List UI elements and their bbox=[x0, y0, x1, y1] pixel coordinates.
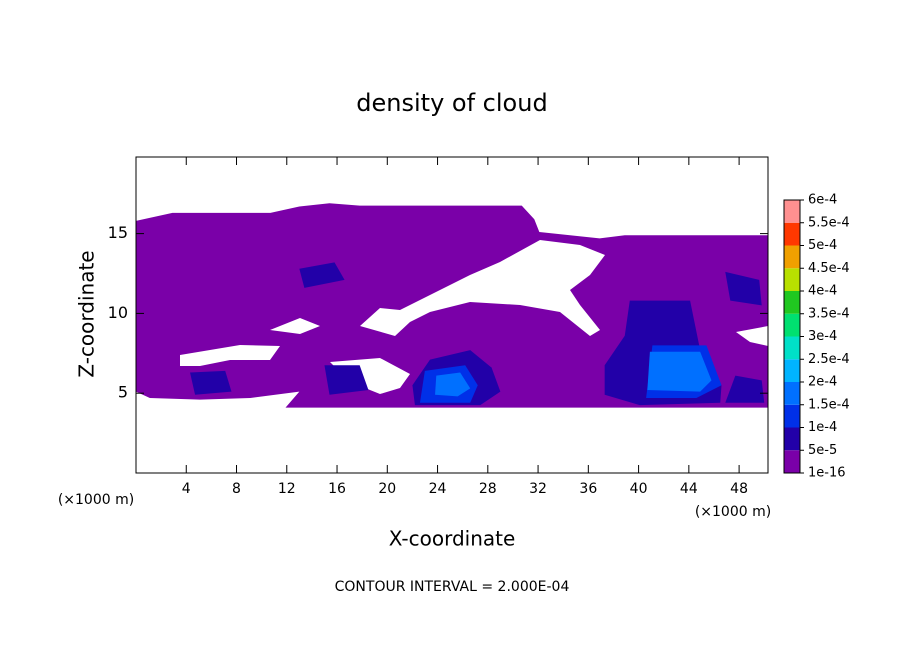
contour-region bbox=[725, 271, 762, 306]
colorbar-band bbox=[784, 268, 800, 291]
plot-frame bbox=[135, 156, 769, 474]
x-unit-label: (×1000 m) bbox=[695, 504, 771, 520]
x-tick-label: 28 bbox=[479, 481, 497, 497]
colorbar-band bbox=[784, 200, 800, 223]
x-tick-label: 16 bbox=[328, 481, 346, 497]
colorbar-band bbox=[784, 404, 800, 428]
colorbar-label: 6e-4 bbox=[808, 193, 837, 208]
x-tick-label: 20 bbox=[378, 481, 396, 497]
higher-levels-layer bbox=[190, 262, 765, 406]
y-axis-label: Z-coordinate bbox=[75, 250, 99, 377]
y-unit-label: (×1000 m) bbox=[58, 492, 134, 508]
colorbar-label: 1.5e-4 bbox=[808, 397, 850, 412]
colorbar-band bbox=[784, 245, 800, 269]
clear-area bbox=[180, 345, 280, 366]
x-tick-label: 8 bbox=[232, 481, 241, 497]
clear-area bbox=[270, 318, 320, 334]
x-tick-label: 24 bbox=[429, 481, 447, 497]
colorbar-band bbox=[784, 382, 800, 405]
x-tick-label: 12 bbox=[278, 481, 296, 497]
clear-area bbox=[736, 326, 768, 346]
contour-region bbox=[324, 365, 369, 395]
annotation: CONTOUR INTERVAL = 2.000E-04 bbox=[335, 579, 570, 595]
colorbar-label: 3.5e-4 bbox=[808, 306, 850, 321]
colorbar-label: 1e-16 bbox=[808, 466, 846, 481]
colorbar-label: 5e-5 bbox=[808, 443, 837, 458]
colorbar-band bbox=[784, 359, 800, 382]
clear-area bbox=[360, 240, 605, 336]
x-tick-label: 40 bbox=[630, 481, 648, 497]
y-tick-label: 15 bbox=[108, 223, 128, 242]
x-tick-label: 36 bbox=[579, 481, 597, 497]
colorbar-label: 1e-4 bbox=[808, 420, 837, 435]
x-tick-label: 48 bbox=[730, 481, 748, 497]
colorbar-band bbox=[784, 222, 800, 246]
colorbar-band bbox=[784, 450, 800, 473]
contour-region bbox=[725, 375, 765, 403]
y-tick-label: 5 bbox=[118, 383, 128, 402]
colorbar-label: 4e-4 bbox=[808, 284, 837, 299]
colorbar-band bbox=[784, 427, 800, 451]
colorbar-frame bbox=[783, 199, 801, 474]
colorbar-label: 5e-4 bbox=[808, 238, 837, 253]
colorbar-label: 3e-4 bbox=[808, 329, 837, 344]
x-tick-label: 44 bbox=[680, 481, 698, 497]
colorbar-band bbox=[784, 336, 800, 360]
colorbar-band bbox=[784, 291, 800, 314]
x-tick-label: 32 bbox=[529, 481, 547, 497]
x-axis-label: X-coordinate bbox=[389, 527, 516, 551]
x-tick-label: 4 bbox=[182, 481, 191, 497]
contour-region bbox=[435, 372, 471, 397]
y-tick-label: 10 bbox=[108, 303, 128, 322]
colorbar-label: 5.5e-4 bbox=[808, 215, 850, 230]
contour-region bbox=[647, 351, 712, 392]
colorbar-label: 2.5e-4 bbox=[808, 352, 850, 367]
contour-region bbox=[190, 370, 232, 395]
contour-region bbox=[299, 262, 345, 288]
colorbar-label: 4.5e-4 bbox=[808, 261, 850, 276]
chart-title: density of cloud bbox=[356, 89, 547, 117]
colorbar-label: 2e-4 bbox=[808, 375, 837, 390]
colorbar-band bbox=[784, 313, 800, 337]
